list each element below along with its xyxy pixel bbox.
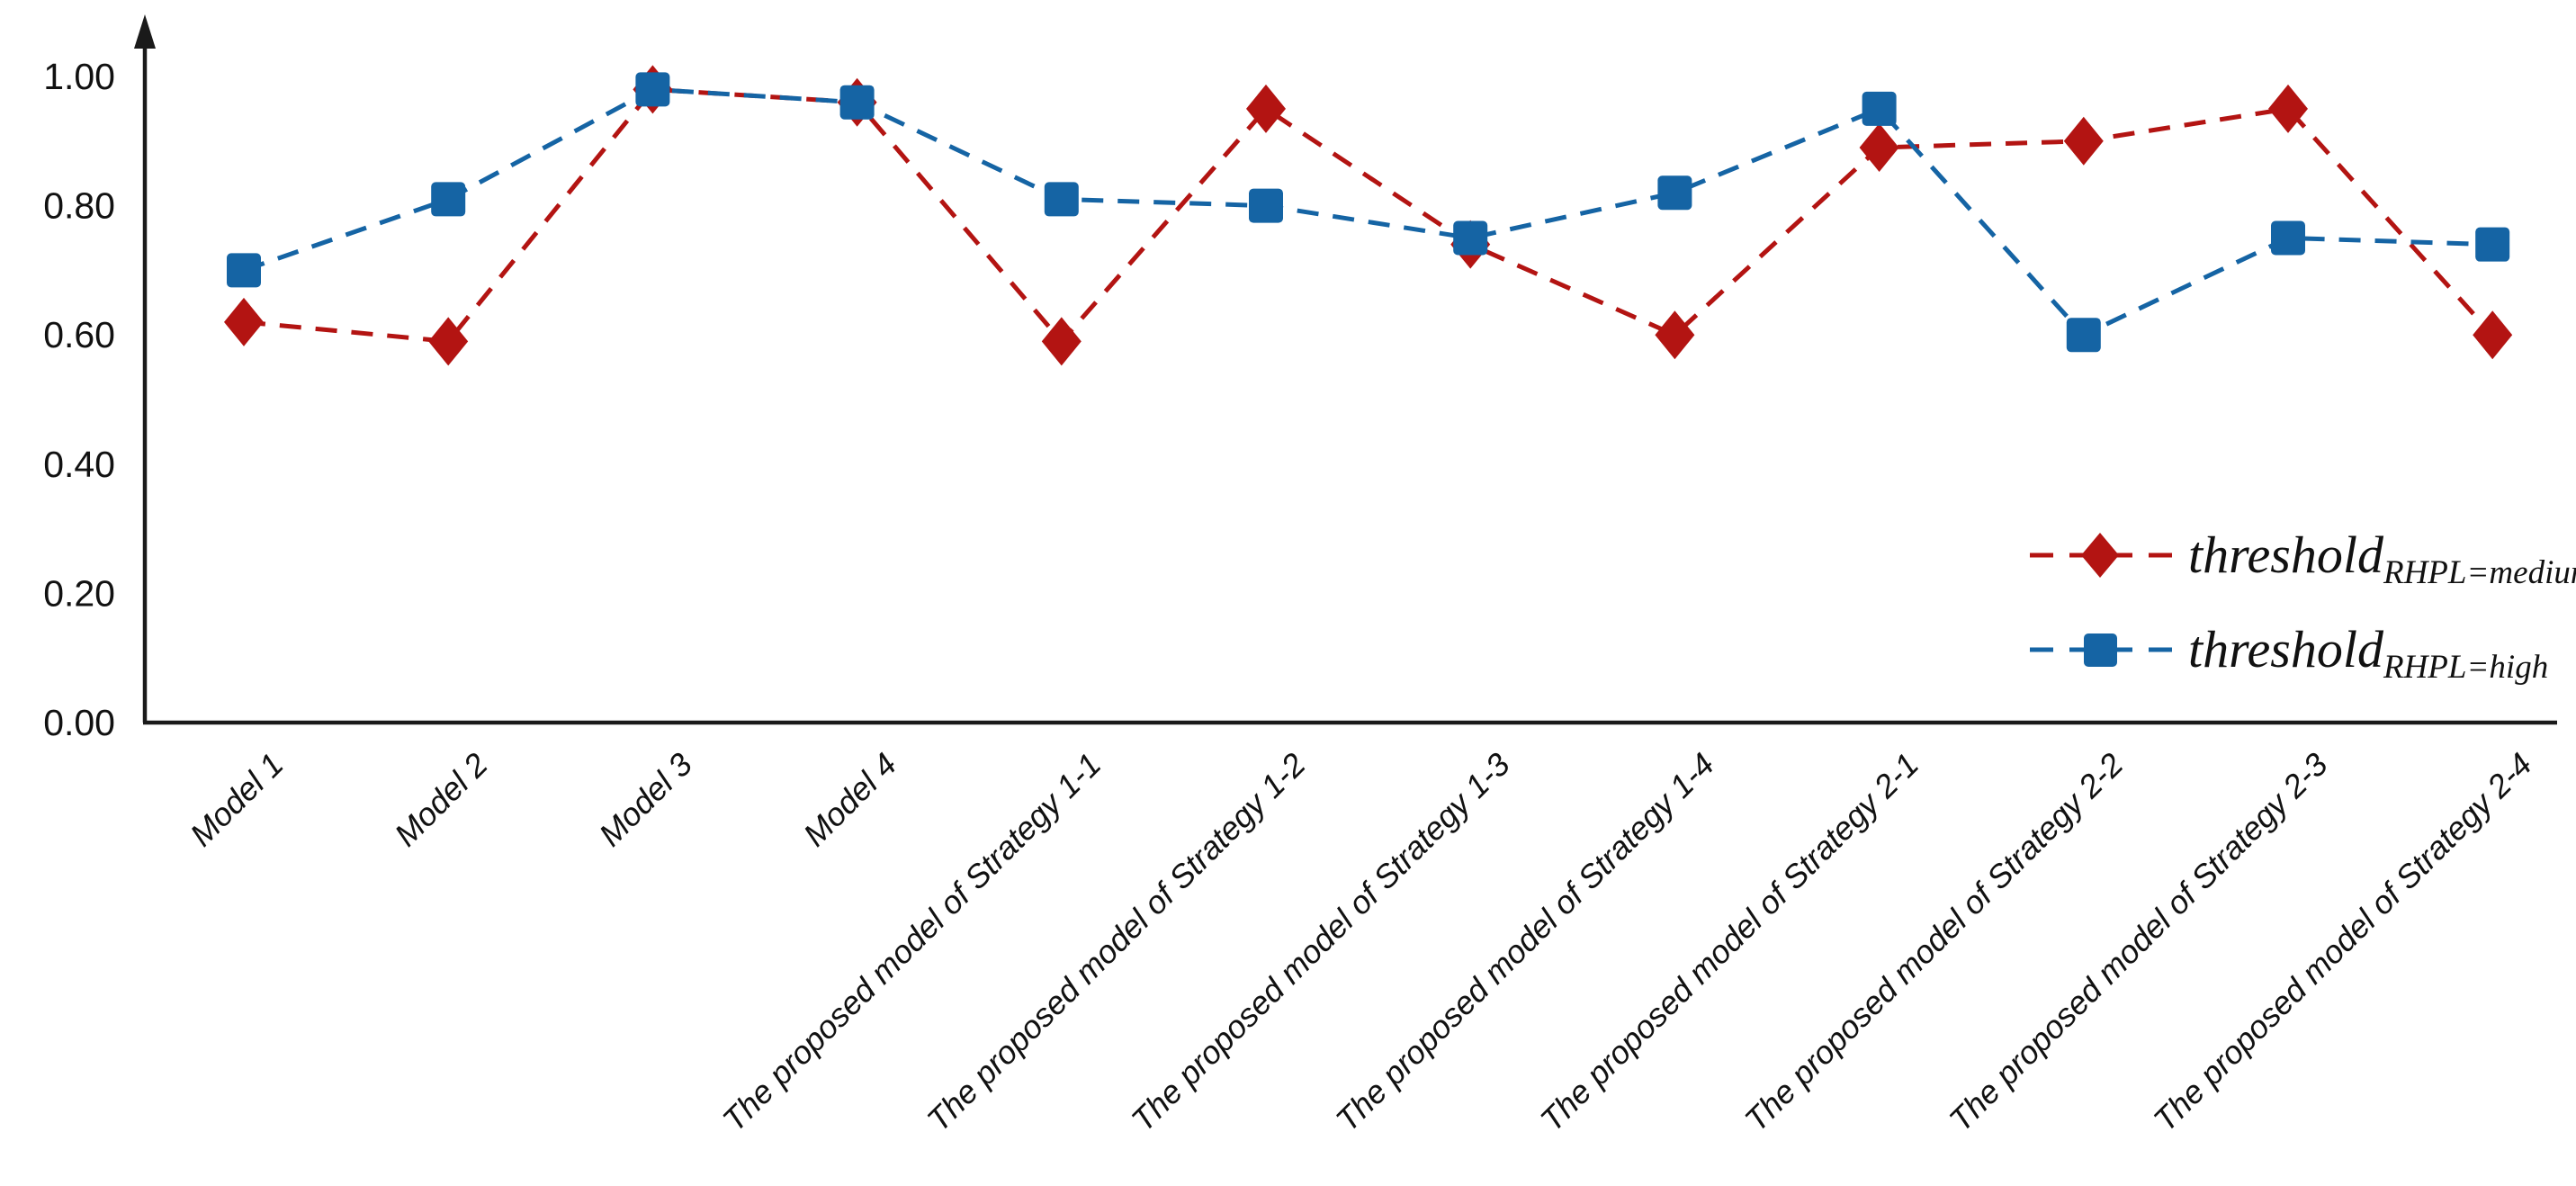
y-tick-label: 1.00 [43,56,115,97]
data-point-square-icon [1249,188,1283,223]
x-category-label: Model 4 [796,746,904,854]
y-tick-label: 0.80 [43,185,115,227]
data-point-diamond-icon [1041,317,1082,366]
data-point-diamond-icon [2473,310,2513,360]
x-category-label: The proposed model of Strategy 2-3 [1942,746,2335,1139]
series-markers [224,65,2513,366]
x-category-label: The proposed model of Strategy 2-2 [1737,746,2131,1139]
data-point-square-icon [1044,182,1079,217]
legend-entry-label: thresholdRHPL=high [2188,620,2548,686]
x-category-label: The proposed model of Strategy 1-2 [920,746,1313,1139]
x-category-label: Model 2 [387,746,495,854]
x-category-label: The proposed model of Strategy 1-4 [1329,746,1722,1139]
data-point-diamond-icon [2063,116,2104,166]
y-tick-label: 0.20 [43,572,115,614]
x-category-label: The proposed model of Strategy 2-4 [2146,746,2539,1139]
legend-diamond-icon [2081,533,2119,578]
axes [134,14,2557,725]
data-point-diamond-icon [428,317,469,366]
x-category-label: The proposed model of Strategy 1-3 [1124,746,1517,1139]
x-category-label: Model 3 [592,746,700,854]
y-tick-label: 0.00 [43,702,115,743]
data-point-square-icon [1453,220,1488,256]
y-axis-tick-labels: 0.00 0.20 0.40 0.60 0.80 1.00 [43,56,115,743]
legend-entry-label: thresholdRHPL=medium [2188,526,2576,591]
data-point-square-icon [635,72,670,107]
data-point-square-icon [431,182,466,217]
data-point-diamond-icon [1246,84,1286,133]
data-point-diamond-icon [1655,310,1695,360]
legend: thresholdRHPL=medium thresholdRHPL=high [2030,526,2576,686]
series-lines [243,86,2495,346]
series-line-medium [243,86,2495,346]
y-tick-label: 0.60 [43,314,115,355]
y-tick-label: 0.40 [43,444,115,485]
y-axis-arrowhead-icon [134,14,156,49]
data-point-square-icon [1862,91,1897,126]
data-point-square-icon [839,85,875,120]
series-line-high [243,86,2493,338]
data-point-square-icon [1657,175,1692,211]
data-point-square-icon [227,253,261,288]
data-point-diamond-icon [224,297,264,346]
data-point-square-icon [2066,318,2101,353]
x-category-label: Model 1 [183,746,291,854]
data-point-diamond-icon [1859,122,1899,172]
data-point-square-icon [2271,220,2305,256]
data-point-diamond-icon [2268,84,2308,133]
x-category-label: The proposed model of Strategy 1-1 [715,746,1108,1139]
data-point-square-icon [2475,227,2510,262]
legend-square-icon [2084,633,2117,667]
x-category-label: The proposed model of Strategy 2-1 [1533,746,1926,1139]
